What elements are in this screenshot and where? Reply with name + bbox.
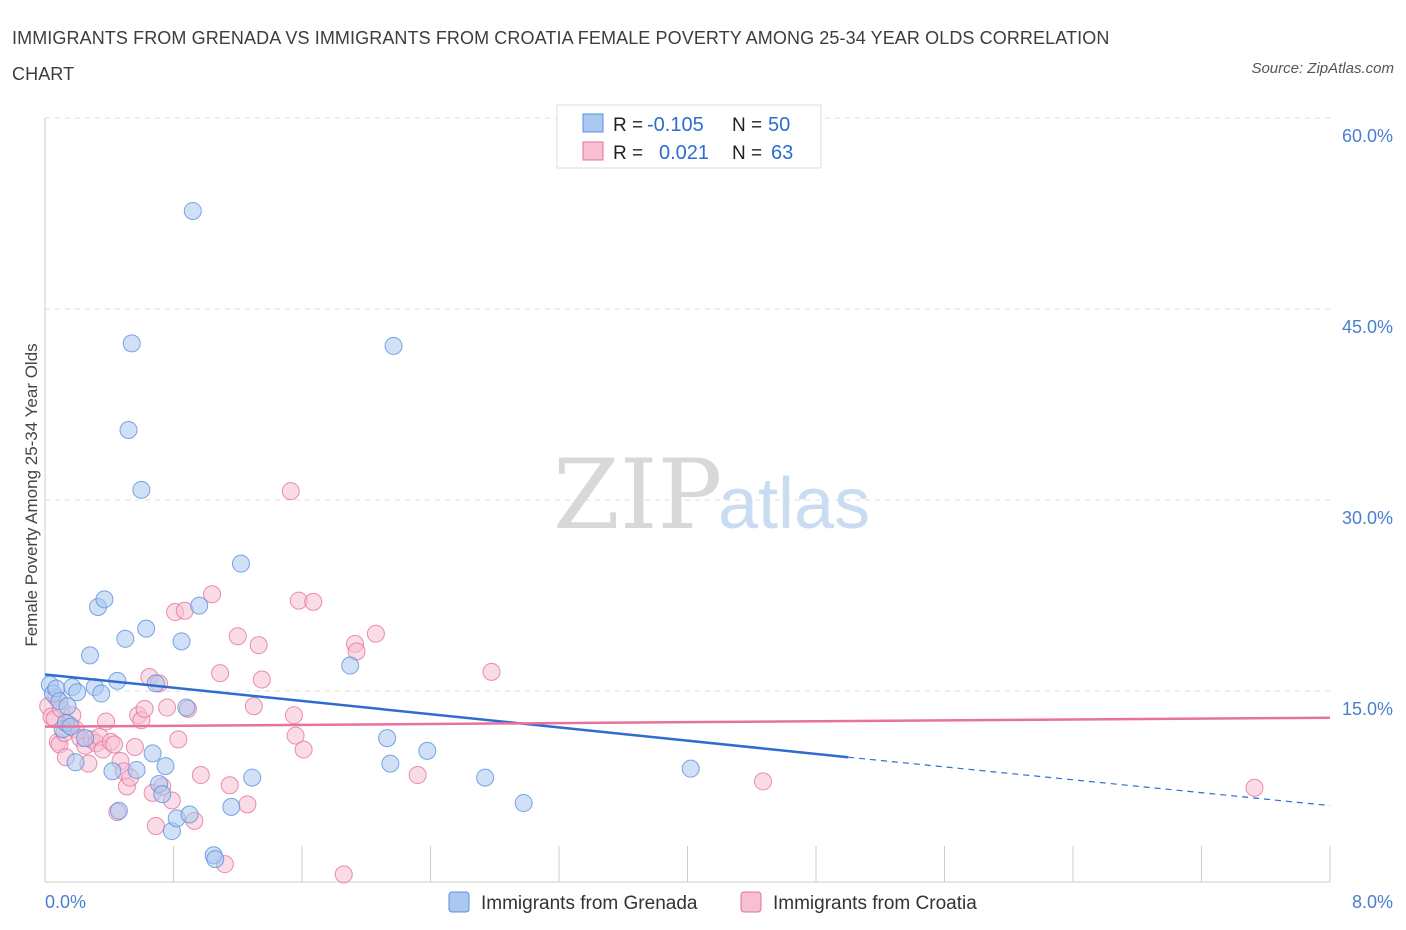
chart-source: Source: ZipAtlas.com xyxy=(1251,60,1394,77)
legend-n-label-grenada: N = xyxy=(732,115,762,136)
point-croatia xyxy=(1245,778,1264,797)
point-grenada xyxy=(177,698,196,717)
y-tick-label: 60.0% xyxy=(1342,126,1393,146)
series-legend-label-croatia: Immigrants from Croatia xyxy=(773,893,977,914)
point-grenada xyxy=(206,850,225,869)
point-croatia xyxy=(158,698,177,717)
point-grenada xyxy=(153,785,172,804)
point-croatia xyxy=(203,585,222,604)
legend-swatch-grenada xyxy=(582,113,604,133)
point-grenada xyxy=(122,334,141,353)
y-tick-label: 30.0% xyxy=(1342,508,1393,528)
point-croatia xyxy=(252,670,271,689)
legend-r-label-grenada: R = xyxy=(613,115,643,136)
point-croatia xyxy=(105,735,124,754)
trend-line-grenada xyxy=(44,673,849,759)
point-grenada xyxy=(103,762,122,781)
point-croatia xyxy=(482,662,501,681)
watermark-atlas: atlas xyxy=(718,464,870,544)
trend-line-croatia xyxy=(44,716,1331,728)
watermark: ZIP atlas xyxy=(553,439,870,551)
point-grenada xyxy=(681,759,700,778)
legend-r-value-grenada: -0.105 xyxy=(647,114,704,136)
point-croatia xyxy=(220,776,239,795)
point-croatia xyxy=(211,664,230,683)
series-legend-swatch-grenada xyxy=(448,891,470,913)
x-tick-marks xyxy=(44,846,1331,882)
correlation-legend: R = -0.105 N = 50 R = 0.021 N = 63 xyxy=(556,104,822,169)
point-croatia xyxy=(169,730,188,749)
point-grenada xyxy=(190,596,209,615)
trend-line-grenada-extension xyxy=(848,756,1331,807)
point-croatia xyxy=(408,766,427,785)
point-croatia xyxy=(286,726,305,745)
point-croatia xyxy=(284,706,303,725)
point-grenada xyxy=(137,619,156,638)
point-grenada xyxy=(476,768,495,787)
legend-n-label-croatia: N = xyxy=(732,143,762,164)
legend-r-value-croatia: 0.021 xyxy=(659,142,709,164)
point-croatia xyxy=(191,766,210,785)
y-axis-title: Female Poverty Among 25-34 Year Olds xyxy=(22,343,41,646)
point-grenada xyxy=(58,697,77,716)
point-grenada xyxy=(119,420,138,439)
series-legend-label-grenada: Immigrants from Grenada xyxy=(481,893,698,914)
point-croatia xyxy=(753,772,772,791)
watermark-zip: ZIP xyxy=(553,439,722,551)
series-legend-swatch-croatia xyxy=(740,891,762,913)
point-grenada xyxy=(341,656,360,675)
legend-swatch-croatia xyxy=(582,141,604,161)
grid-lines xyxy=(45,117,1330,692)
point-grenada xyxy=(381,754,400,773)
point-grenada xyxy=(92,684,111,703)
point-croatia xyxy=(249,636,268,655)
point-grenada xyxy=(132,480,151,499)
y-tick-label: 15.0% xyxy=(1342,699,1393,719)
point-grenada xyxy=(222,797,241,816)
trend-lines xyxy=(44,673,1331,807)
point-croatia xyxy=(238,795,257,814)
point-croatia xyxy=(228,627,247,646)
x-tick-label-max: 8.0% xyxy=(1352,892,1393,912)
point-grenada xyxy=(180,805,199,824)
y-tick-labels: 15.0% 30.0% 45.0% 60.0% xyxy=(1342,126,1393,719)
point-grenada xyxy=(127,760,146,779)
y-tick-label: 45.0% xyxy=(1342,317,1393,337)
point-grenada xyxy=(418,741,437,760)
legend-n-value-grenada: 50 xyxy=(768,114,790,136)
chart-title: IMMIGRANTS FROM GRENADA VS IMMIGRANTS FR… xyxy=(12,28,1110,84)
point-croatia xyxy=(304,592,323,611)
point-grenada xyxy=(243,768,262,787)
legend-n-value-croatia: 63 xyxy=(771,142,793,164)
point-croatia xyxy=(146,816,165,835)
x-tick-label-min: 0.0% xyxy=(45,892,86,912)
series-legend: Immigrants from Grenada Immigrants from … xyxy=(448,891,977,914)
point-grenada xyxy=(66,753,85,772)
data-points xyxy=(39,201,1264,884)
point-grenada xyxy=(514,794,533,813)
point-grenada xyxy=(146,674,165,693)
point-croatia xyxy=(294,740,313,759)
point-croatia xyxy=(334,865,353,884)
point-croatia xyxy=(125,738,144,757)
point-grenada xyxy=(143,744,162,763)
point-grenada xyxy=(183,201,202,220)
point-croatia xyxy=(244,697,263,716)
point-grenada xyxy=(68,683,87,702)
point-grenada xyxy=(231,554,250,573)
point-grenada xyxy=(95,590,114,609)
point-croatia xyxy=(281,482,300,501)
point-grenada xyxy=(109,801,128,820)
point-croatia xyxy=(135,699,154,718)
point-croatia xyxy=(366,624,385,643)
legend-r-label-croatia: R = xyxy=(613,143,643,164)
point-grenada xyxy=(116,629,135,648)
point-grenada xyxy=(384,336,403,355)
point-grenada xyxy=(156,757,175,776)
point-grenada xyxy=(172,632,191,651)
point-grenada xyxy=(76,729,95,748)
point-grenada xyxy=(80,646,99,665)
point-grenada xyxy=(378,729,397,748)
